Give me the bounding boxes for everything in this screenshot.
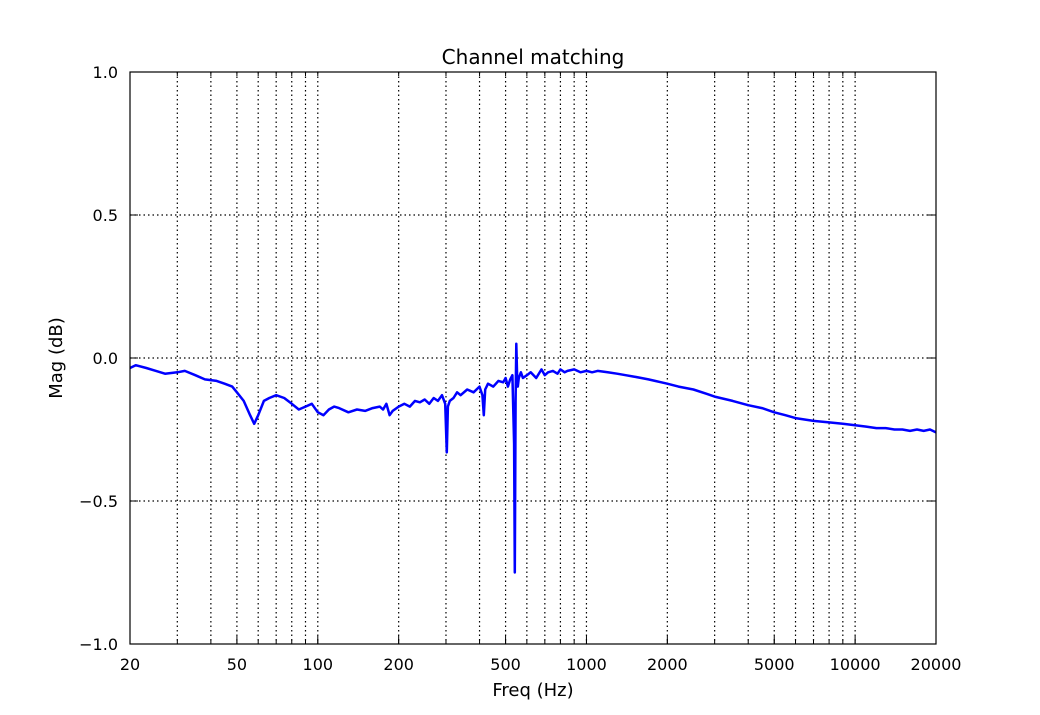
chart-title: Channel matching [442,45,625,69]
y-tick-label: −1.0 [79,635,118,654]
plot-frame [129,71,937,645]
y-tick-label: 0.5 [93,206,118,225]
x-tick-label: 2000 [647,655,688,674]
series-layer [129,342,937,574]
label-layer: 20 50 100 200 500 1000 2000 5000 10000 20000 −1.0 −… [79,63,961,674]
x-tick-label: 50 [227,655,247,674]
x-tick-label: 500 [490,655,521,674]
series-line [129,342,937,574]
grid-layer [130,72,936,644]
x-tick-label: 20 [120,655,140,674]
x-tick-label: 200 [383,655,414,674]
x-tick-label: 1000 [566,655,607,674]
y-axis-title: Mag (dB) [46,317,67,399]
x-tick-label: 20000 [911,655,962,674]
x-axis-title: Freq (Hz) [492,680,573,701]
y-tick-label: −0.5 [79,492,118,511]
x-tick-label: 10000 [830,655,881,674]
x-tick-label: 100 [303,655,334,674]
y-tick-label: 0.0 [93,349,118,368]
y-tick-label: 1.0 [93,63,118,82]
x-tick-label: 5000 [754,655,795,674]
